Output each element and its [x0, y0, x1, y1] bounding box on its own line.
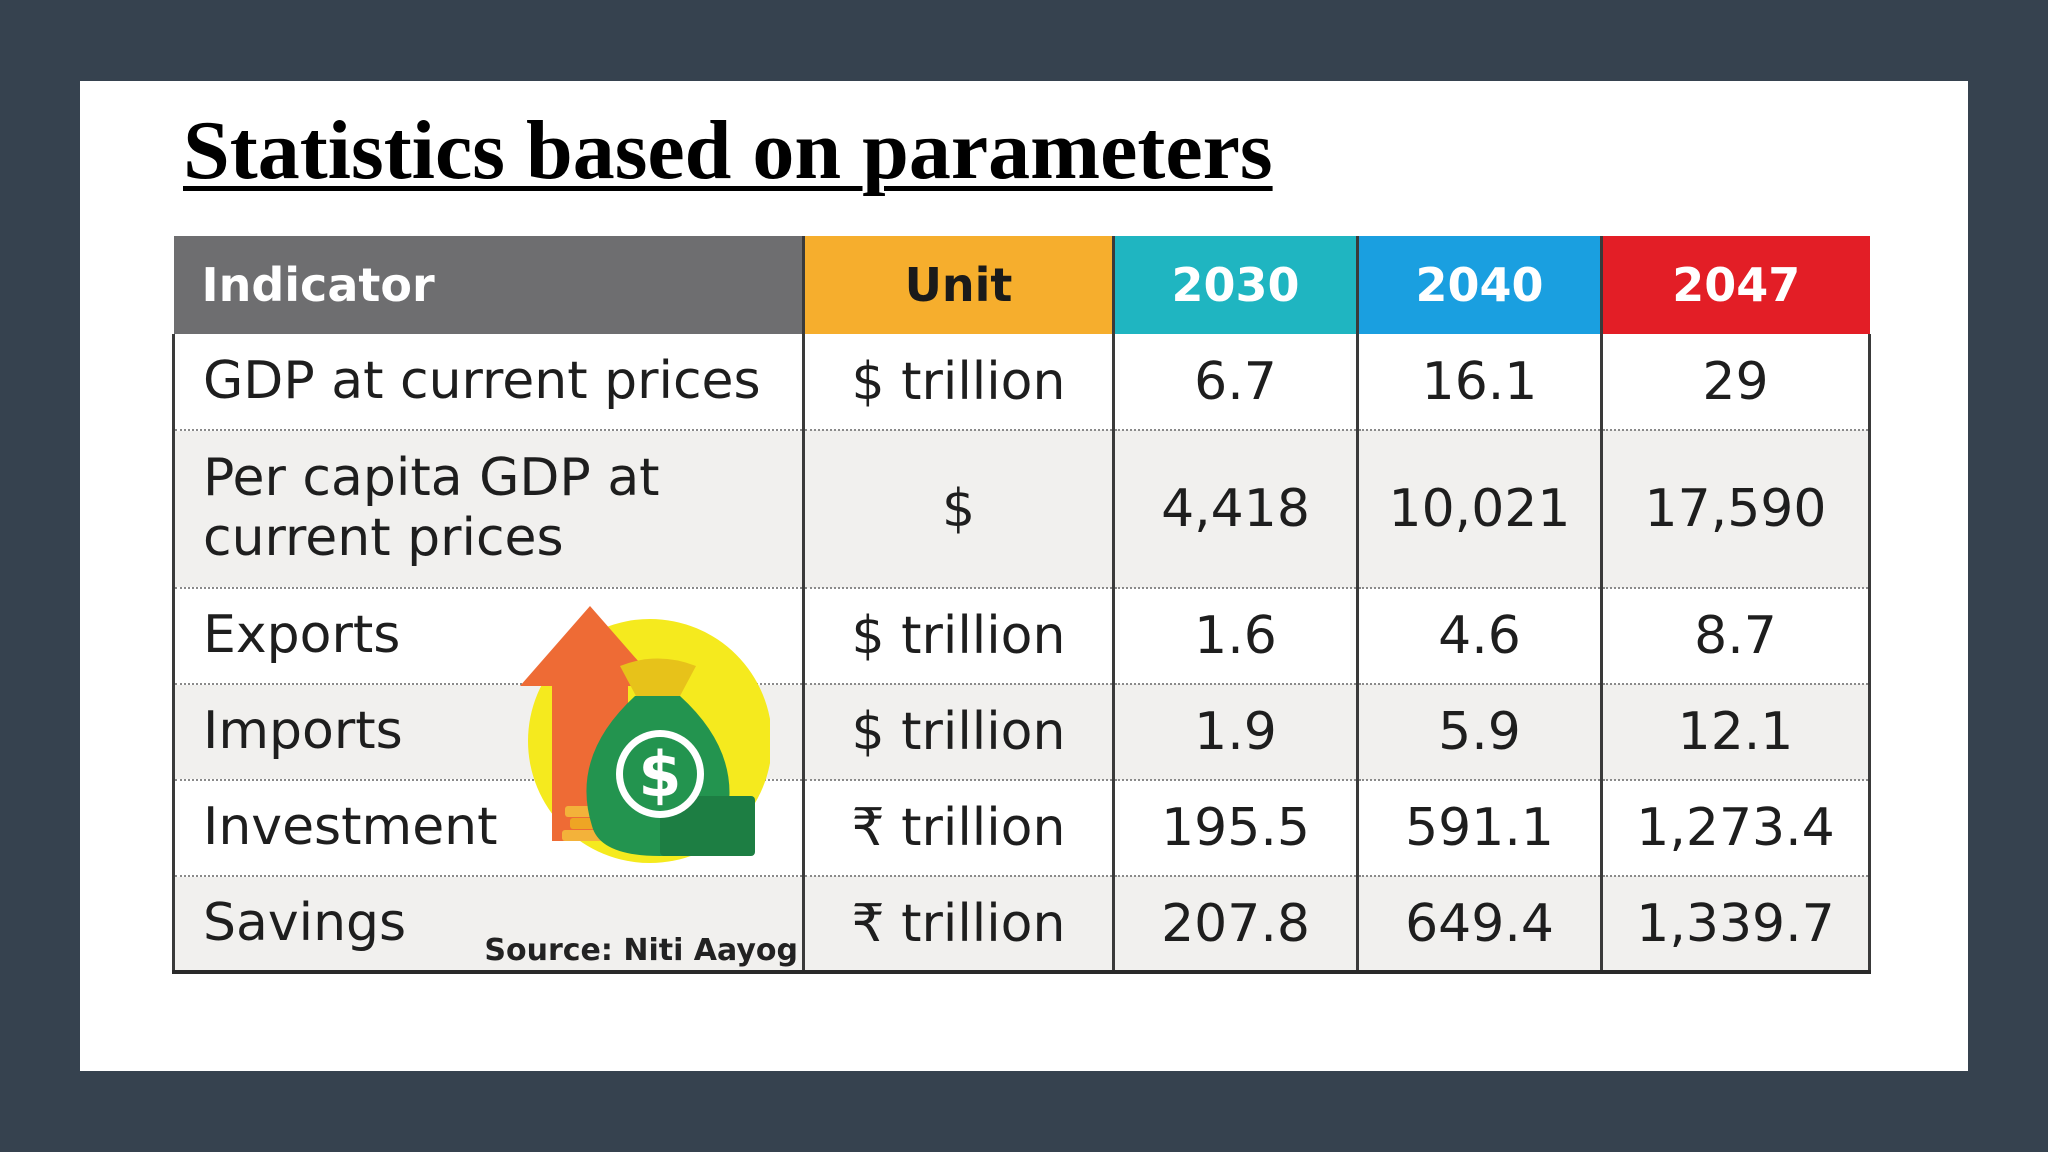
- row-value-2040: 591.1: [1357, 780, 1603, 877]
- row-value-2040: 16.1: [1357, 334, 1603, 431]
- row-unit: ₹ trillion: [803, 780, 1115, 877]
- table-row: Investment ₹ trillion 195.5 591.1 1,273.…: [172, 780, 1871, 877]
- money-bag-graphic: $: [520, 606, 772, 863]
- slide-title: Statistics based on parameters: [183, 104, 1273, 197]
- table-header-row: Indicator Unit 2030 2040 2047: [173, 236, 1870, 334]
- row-value-2040: 5.9: [1357, 684, 1603, 781]
- row-value-2047: 12.1: [1601, 684, 1871, 781]
- row-indicator: GDP at current prices: [172, 334, 805, 431]
- header-unit: Unit: [802, 236, 1114, 334]
- row-value-2030: 1.9: [1113, 684, 1359, 781]
- stats-table-container: Indicator Unit 2030 2040 2047 GDP at cur…: [172, 236, 1871, 974]
- table-row: Per capita GDP at current prices $ 4,418…: [172, 430, 1871, 589]
- row-value-2047: 29: [1601, 334, 1871, 431]
- header-2040: 2040: [1356, 236, 1602, 334]
- money-bag-growth-icon: $: [510, 606, 772, 866]
- row-value-2030: 4,418: [1113, 430, 1359, 589]
- row-value-2040: 10,021: [1357, 430, 1603, 589]
- row-indicator: Savings Source: Niti Aayog: [172, 876, 805, 974]
- row-unit: ₹ trillion: [803, 876, 1115, 974]
- row-value-2030: 207.8: [1113, 876, 1359, 974]
- row-indicator: Per capita GDP at current prices: [172, 430, 805, 589]
- row-value-2030: 6.7: [1113, 334, 1359, 431]
- row-value-2030: 1.6: [1113, 588, 1359, 685]
- table-row: Imports $ trillion 1.9 5.9 12.1: [172, 684, 1871, 781]
- row-value-2047: 1,339.7: [1601, 876, 1871, 974]
- stats-table: Indicator Unit 2030 2040 2047 GDP at cur…: [172, 236, 1871, 974]
- header-indicator: Indicator: [173, 236, 804, 334]
- source-note: Source: Niti Aayog: [484, 932, 798, 968]
- row-unit: $ trillion: [803, 684, 1115, 781]
- table-row: Savings Source: Niti Aayog ₹ trillion 20…: [172, 876, 1871, 974]
- table-row: GDP at current prices $ trillion 6.7 16.…: [172, 334, 1871, 431]
- row-value-2047: 1,273.4: [1601, 780, 1871, 877]
- row-value-2030: 195.5: [1113, 780, 1359, 877]
- row-value-2047: 8.7: [1601, 588, 1871, 685]
- table-row: Exports $ trillion 1.6 4.6 8.7: [172, 588, 1871, 685]
- dollar-symbol: $: [638, 738, 681, 811]
- row-unit: $ trillion: [803, 334, 1115, 431]
- header-2030: 2030: [1112, 236, 1358, 334]
- money-bag-icon: $: [586, 658, 755, 856]
- row-unit: $ trillion: [803, 588, 1115, 685]
- row-value-2047: 17,590: [1601, 430, 1871, 589]
- row-unit: $: [803, 430, 1115, 589]
- row-value-2040: 4.6: [1357, 588, 1603, 685]
- row-indicator-text: Savings: [203, 892, 407, 953]
- header-2047: 2047: [1600, 236, 1870, 334]
- row-value-2040: 649.4: [1357, 876, 1603, 974]
- slide: Statistics based on parameters Indicator…: [80, 81, 1968, 1071]
